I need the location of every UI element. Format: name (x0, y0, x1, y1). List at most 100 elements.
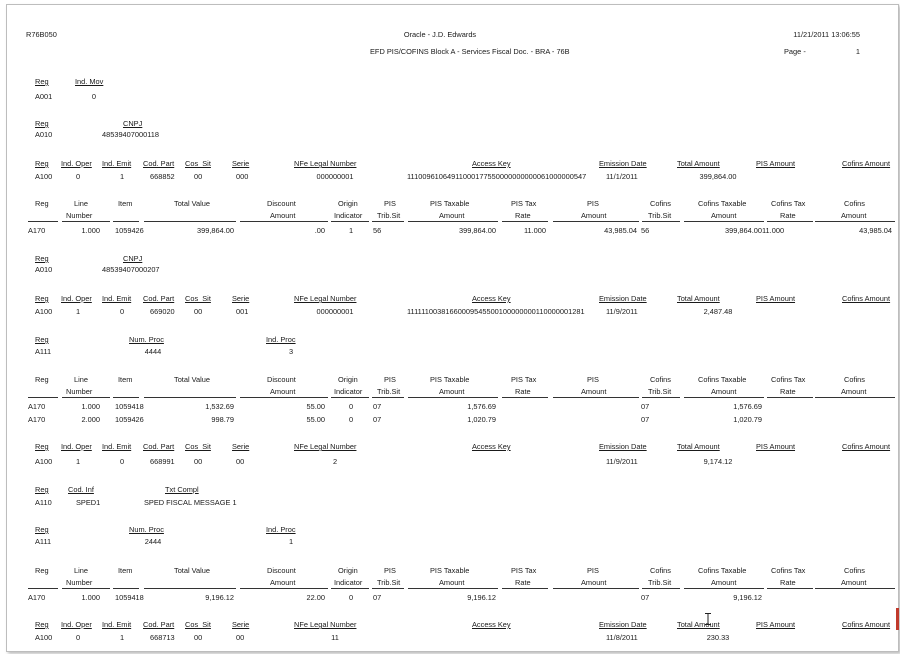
col-header: Origin (338, 199, 358, 208)
col-header: Access Key (472, 442, 511, 451)
col-header: Cofins (844, 199, 865, 208)
emission-date: 11/9/2011 (606, 307, 638, 316)
serie: 001 (236, 307, 249, 316)
column-rule (331, 588, 369, 589)
column-rule (642, 221, 680, 222)
nfe-legal-number: 11 (331, 633, 339, 642)
emission-date: 11/1/2011 (606, 172, 638, 181)
col-header: PIS (587, 375, 599, 384)
scroll-marker (896, 608, 899, 630)
col-header: Cofins (650, 199, 671, 208)
serie: 00 (236, 633, 245, 642)
col-header: Discount (267, 199, 296, 208)
cod-part: 668852 (150, 172, 175, 181)
col-header: Discount (267, 375, 296, 384)
col-header: Num. Proc (129, 335, 164, 344)
col-header: Ind. Oper (61, 620, 92, 629)
txt-compl: SPED FISCAL MESSAGE 1 (144, 498, 237, 507)
col-header: Cod. Inf (68, 485, 94, 494)
col-header: Amount (439, 387, 465, 396)
col-header: Origin (338, 375, 358, 384)
col-header: Total Amount (677, 620, 720, 629)
line-number: 1.000 (81, 226, 101, 235)
col-header: Reg (35, 119, 49, 128)
col-header: Rate (780, 211, 796, 220)
record-reg: A170 (28, 593, 46, 602)
item-number: 1059418 (115, 402, 144, 411)
emission-date: 11/8/2011 (606, 633, 638, 642)
access-key: 1111110038166000954550010000000011000000… (407, 307, 585, 316)
col-header: Amount (841, 578, 867, 587)
column-rule (408, 588, 498, 589)
col-header: Reg (35, 375, 49, 384)
column-rule (331, 397, 369, 398)
column-rule (502, 397, 548, 398)
col-header: Line (74, 566, 88, 575)
report-datetime: 11/21/2011 13:06:55 (793, 30, 860, 39)
record-reg: A170 (28, 226, 46, 235)
column-rule (553, 588, 639, 589)
ind-emit: 1 (120, 633, 125, 642)
total-amount: 230.33 (706, 633, 730, 642)
record-reg: A100 (35, 172, 53, 181)
col-header: CNPJ (123, 254, 143, 263)
col-header: Cod. Part (143, 159, 175, 168)
col-header: Origin (338, 566, 358, 575)
record-reg: A170 (28, 415, 46, 424)
cofins-trib-sit: 56 (641, 226, 650, 235)
col-header: Cofins Amount (842, 159, 891, 168)
col-header: Serie (232, 159, 250, 168)
col-header: Line (74, 375, 88, 384)
col-header: Total Value (174, 566, 211, 575)
col-header: Amount (270, 211, 296, 220)
col-header: CNPJ (123, 119, 143, 128)
col-header: PIS (587, 199, 599, 208)
discount-amount: 22.00 (306, 593, 326, 602)
col-header: Reg (35, 620, 49, 629)
col-header: Access Key (472, 159, 511, 168)
serie: 000 (236, 172, 249, 181)
col-header: Indicator (334, 387, 363, 396)
column-rule (240, 397, 328, 398)
col-header: Reg (35, 77, 49, 86)
col-header: Total Value (174, 375, 211, 384)
nfe-legal-number: 2 (332, 457, 338, 466)
num-proc: 4444 (144, 347, 162, 356)
col-header: Cofins Tax (771, 566, 806, 575)
ind-oper: 0 (76, 172, 81, 181)
col-header: Total Amount (677, 159, 720, 168)
col-header: Indicator (334, 578, 363, 587)
total-value: 9,196.12 (205, 593, 234, 602)
column-rule (113, 588, 139, 589)
col-header: Amount (581, 578, 607, 587)
col-header: Total Value (174, 199, 211, 208)
col-header: Access Key (472, 620, 511, 629)
record-reg: A170 (28, 402, 46, 411)
col-header: Line (74, 199, 88, 208)
col-header: Reg (35, 442, 49, 451)
column-rule (553, 221, 639, 222)
column-rule (372, 397, 404, 398)
col-header: NFe Legal Number (294, 442, 357, 451)
col-header: Cofins Tax (771, 199, 806, 208)
col-header: PIS Amount (756, 442, 796, 451)
col-header: Item (118, 566, 133, 575)
column-rule (113, 397, 139, 398)
ind-oper: 1 (76, 307, 81, 316)
cofins-taxable: 399,864.00 (725, 226, 762, 235)
cos-sit: 00 (194, 633, 203, 642)
total-value: 998.79 (211, 415, 234, 424)
col-header: PIS Amount (756, 294, 796, 303)
col-header: Cod. Part (143, 442, 175, 451)
total-value: 399,864.00 (197, 226, 234, 235)
column-rule (815, 588, 895, 589)
col-header: Cofins Amount (842, 294, 891, 303)
col-header: PIS Amount (756, 159, 796, 168)
cofins-amount: 43,985.04 (859, 226, 892, 235)
page-label: Page - (784, 47, 806, 56)
pis-taxable: 9,196.12 (467, 593, 496, 602)
col-header: Reg (35, 294, 49, 303)
col-header: Cos_Sit (185, 159, 211, 168)
serie: 00 (236, 457, 245, 466)
col-header: Amount (270, 387, 296, 396)
